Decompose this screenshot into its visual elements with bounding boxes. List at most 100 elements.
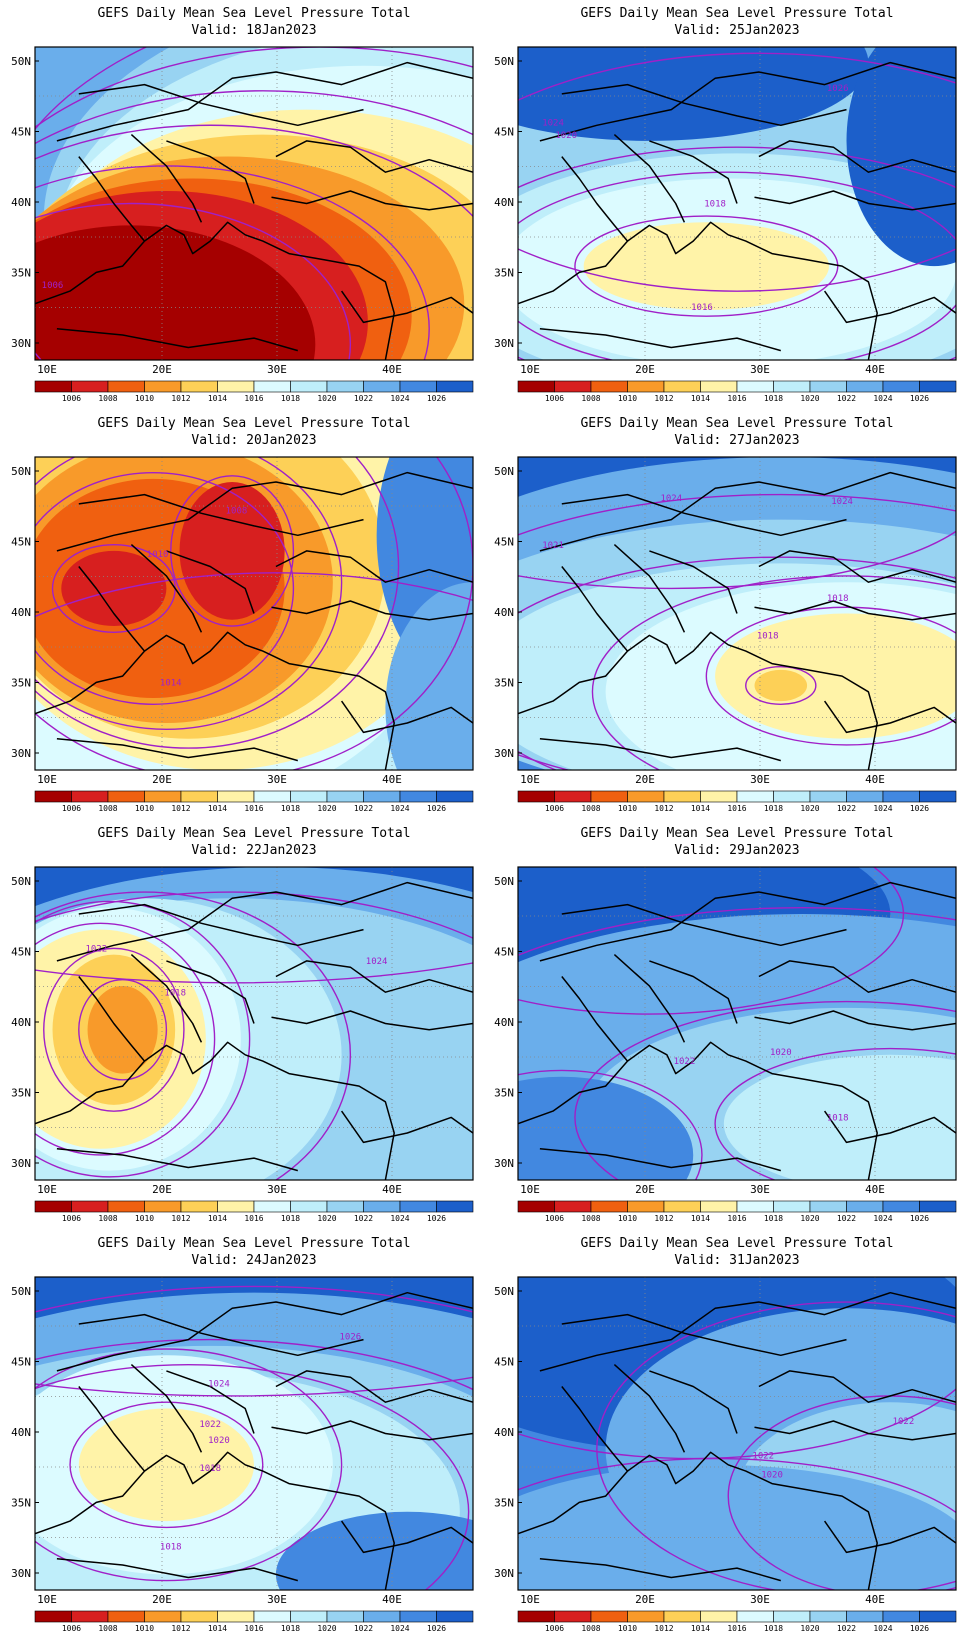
isobar-label: 1010 [147,550,169,560]
coastline [56,61,473,142]
lon-tick-label: 20E [152,773,172,786]
map-panel-7: GEFS Daily Mean Sea Level Pressure Total… [11,1236,474,1633]
colorbar-label: 1018 [281,394,300,403]
lon-tick-label: 10E [37,773,57,786]
lat-tick-label: 35N [11,1087,31,1100]
coastline [340,290,473,324]
colorbar-swatch [180,1200,218,1213]
pressure-fill [518,1076,694,1180]
coastline [56,1557,299,1582]
map-area: 1006 [35,47,473,360]
colorbar-label: 1024 [873,394,892,403]
lat-tick-label: 45N [11,946,31,959]
isobar-line [35,457,400,749]
lon-tick-label: 30E [750,1183,770,1196]
isobar-line [518,146,956,360]
coastline [823,290,956,324]
colorbar-label: 1020 [800,1214,819,1223]
coastline [78,1386,146,1472]
coastline [518,631,878,770]
pressure-fill [87,985,158,1074]
colorbar-label: 1020 [317,1624,336,1633]
colorbar-swatch [590,380,628,393]
colorbar-swatch [736,790,774,803]
isobar-label: 1021 [542,541,564,551]
colorbar-label: 1012 [171,1624,190,1633]
map-area: 1024 1024 1021 1018 1018 [518,457,956,770]
lat-tick-label: 40N [11,1426,31,1439]
isobar-line [518,52,956,101]
isobar-label: 1018 [199,1464,221,1474]
colorbar-swatch [144,790,182,803]
lat-tick-label: 40N [494,606,514,619]
isobar-line [35,891,351,1180]
colorbar-swatch [363,1610,401,1623]
colorbar-swatch [882,1610,920,1623]
colorbar-swatch [326,1200,364,1213]
isobar-label: 1018 [164,988,186,998]
coastline [561,903,847,947]
lon-tick-label: 40E [382,1593,402,1606]
colorbar-label: 1026 [427,1624,446,1633]
map-panel-1: GEFS Daily Mean Sea Level Pressure Total… [11,6,474,403]
colorbar-swatch [34,1610,72,1623]
isobar-line [518,171,956,360]
colorbar-label: 1008 [98,1624,117,1633]
lat-tick-label: 45N [11,1356,31,1369]
colorbar-label: 1010 [135,394,154,403]
isobar-line [35,900,251,1178]
isobar-line [35,962,473,984]
map-frame [517,46,957,361]
colorbar-swatch [71,1610,109,1623]
coastline [78,1313,364,1357]
colorbar-label: 1020 [800,1624,819,1633]
colorbar-label: 1008 [98,1214,117,1223]
colorbar-label: 1014 [691,804,710,813]
colorbar-label: 1010 [618,1214,637,1223]
isobar-label: 1006 [42,281,64,291]
coastline [78,976,146,1062]
colorbar-label: 1006 [62,394,81,403]
colorbar-label: 1018 [281,804,300,813]
lat-tick-label: 30N [11,747,31,760]
colorbar-label: 1006 [545,394,564,403]
isobar-line [518,556,956,770]
lat-tick-label: 45N [11,536,31,549]
colorbar-swatch [71,790,109,803]
coastline [35,221,395,360]
map-panel-4: GEFS Daily Mean Sea Level Pressure Total… [494,416,957,813]
coastline [275,550,473,583]
pressure-fill [78,1408,255,1522]
lon-tick-label: 10E [37,363,57,376]
colorbar: 1006 1008 1010 1012 1014 1016 1018 1020 1022 1024… [34,1610,474,1633]
lon-tick-label: 20E [635,1593,655,1606]
panel-title: GEFS Daily Mean Sea Level Pressure Total [97,6,410,21]
coastline [340,1110,473,1144]
coastline [613,1364,686,1453]
colorbar-swatch [217,380,255,393]
colorbar-label: 1016 [727,1214,746,1223]
colorbar-swatch [882,1200,920,1213]
isobar-line [518,1069,703,1180]
colorbar-label: 1012 [171,804,190,813]
coastline [823,1110,956,1144]
colorbar-label: 1022 [354,804,373,813]
lat-tick-label: 35N [494,1497,514,1510]
isobar-label: 1022 [893,1417,915,1427]
colorbar-swatch [107,1610,145,1623]
isobar-line [714,1047,956,1180]
map-area: 1022 1018 1024 [35,867,473,1180]
colorbar-label: 1016 [244,804,263,813]
colorbar-swatch [180,790,218,803]
colorbar-swatch [846,1200,884,1213]
colorbar-label: 1024 [390,394,409,403]
pressure-fill [754,669,808,702]
isobar-label: 1018 [757,632,779,642]
colorbar: 1006 1008 1010 1012 1014 1016 1018 1020 1022 1024… [517,1610,957,1633]
panel-valid-date: Valid: 24Jan2023 [191,1253,316,1268]
coastline [56,737,299,762]
colorbar-label: 1008 [581,1624,600,1633]
lon-tick-label: 30E [750,773,770,786]
colorbar-label: 1006 [545,804,564,813]
colorbar-swatch [34,380,72,393]
